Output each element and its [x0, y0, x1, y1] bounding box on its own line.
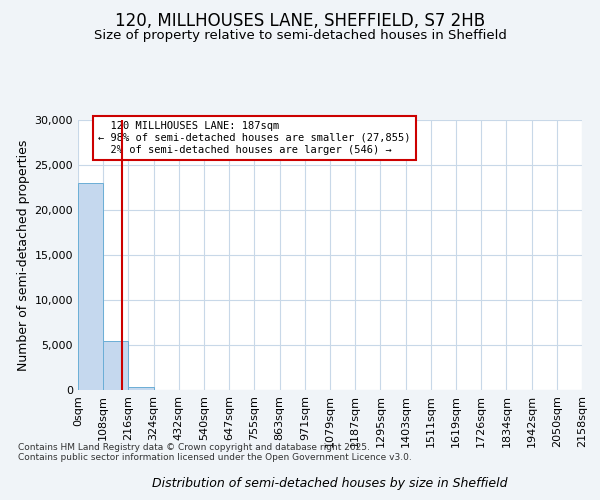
Bar [103, 340, 128, 390]
Text: Contains HM Land Registry data © Crown copyright and database right 2025.
Contai: Contains HM Land Registry data © Crown c… [18, 442, 412, 462]
Text: 120 MILLHOUSES LANE: 187sqm
← 98% of semi-detached houses are smaller (27,855)
 : 120 MILLHOUSES LANE: 187sqm ← 98% of sem… [98, 122, 410, 154]
Text: Distribution of semi-detached houses by size in Sheffield: Distribution of semi-detached houses by … [152, 477, 508, 490]
Text: Size of property relative to semi-detached houses in Sheffield: Size of property relative to semi-detach… [94, 29, 506, 42]
Bar [78, 183, 103, 390]
Text: 120, MILLHOUSES LANE, SHEFFIELD, S7 2HB: 120, MILLHOUSES LANE, SHEFFIELD, S7 2HB [115, 12, 485, 30]
Bar [128, 388, 154, 390]
Y-axis label: Number of semi-detached properties: Number of semi-detached properties [17, 140, 31, 370]
